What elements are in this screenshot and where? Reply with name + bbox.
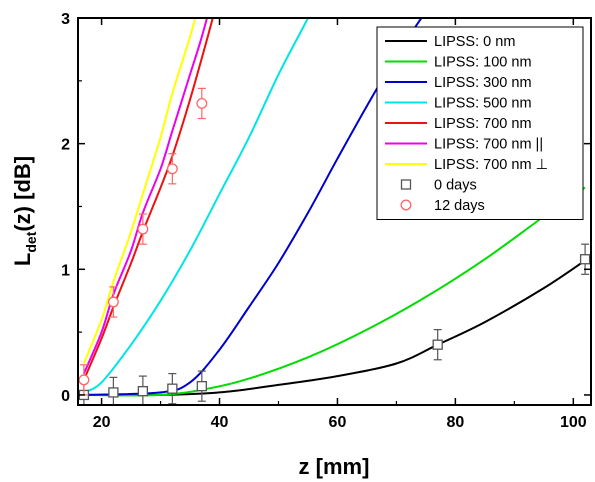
marker-circle (196, 97, 208, 109)
marker-square (579, 254, 591, 265)
legend-label-4: LIPSS: 700 nm (434, 116, 532, 132)
data-point-1-2 (137, 213, 149, 245)
x-tick-label: 60 (329, 414, 347, 431)
legend-marker-square (400, 179, 412, 190)
marker-square (137, 386, 149, 397)
points-layer (78, 87, 591, 405)
marker-circle (137, 223, 149, 235)
legend-label-0: LIPSS: 0 nm (434, 34, 515, 50)
legend-label-scatter-1: 12 days (434, 198, 485, 214)
series-line-6 (82, 18, 197, 364)
legend-label-1: LIPSS: 100 nm (434, 55, 532, 71)
legend: LIPSS: 0 nm LIPSS: 100 nm LIPSS: 300 nm LIP… (376, 26, 584, 220)
legend-marker-circle (400, 199, 412, 211)
data-point-1-1 (107, 286, 119, 318)
marker-square (167, 383, 178, 394)
legend-label-scatter-0: 0 days (434, 178, 477, 194)
ticks-layer: 20 40 60 80 100 0 1 2 3 (61, 11, 591, 431)
series-line-0 (83, 259, 586, 397)
series-line-5 (82, 18, 209, 374)
x-axis-title: z [mm] (299, 454, 370, 479)
y-axis-title-main: L (10, 253, 35, 266)
legend-label-6: LIPSS: 700 nm ⊥ (434, 157, 548, 173)
marker-square (108, 387, 119, 398)
data-point-0-4 (196, 370, 207, 402)
marker-circle (107, 296, 119, 308)
data-point-0-2 (137, 375, 149, 405)
y-tick-label: 0 (61, 388, 70, 405)
curves-layer (82, 18, 586, 397)
x-tick-label: 100 (560, 414, 587, 431)
y-axis-title-rest: (z) [dB] (10, 156, 35, 232)
marker-circle (78, 374, 90, 386)
x-tick-label: 20 (93, 414, 111, 431)
marker-square (432, 339, 443, 350)
marker-square (196, 381, 207, 392)
y-axis-title-sub: det (23, 231, 39, 252)
data-point-1-3 (166, 153, 178, 185)
data-point-0-3 (167, 372, 178, 405)
legend-label-2: LIPSS: 300 nm (434, 75, 532, 91)
data-point-0-5 (432, 329, 443, 361)
x-tick-label: 80 (446, 414, 464, 431)
series-line-3 (83, 18, 310, 394)
series-line-1 (83, 186, 586, 397)
legend-label-3: LIPSS: 500 nm (434, 96, 532, 112)
y-tick-label: 1 (61, 262, 70, 279)
y-tick-label: 3 (61, 11, 70, 28)
series-line-4 (82, 18, 214, 381)
plot-frame (77, 17, 592, 406)
y-axis-title: Ldet(z) [dB] (10, 156, 39, 266)
y-tick-label: 2 (61, 137, 70, 154)
legend-label-5: LIPSS: 700 nm || (434, 137, 543, 153)
data-point-1-4 (196, 87, 208, 120)
marker-circle (166, 163, 178, 175)
x-tick-label: 40 (211, 414, 229, 431)
data-point-0-1 (108, 376, 119, 405)
